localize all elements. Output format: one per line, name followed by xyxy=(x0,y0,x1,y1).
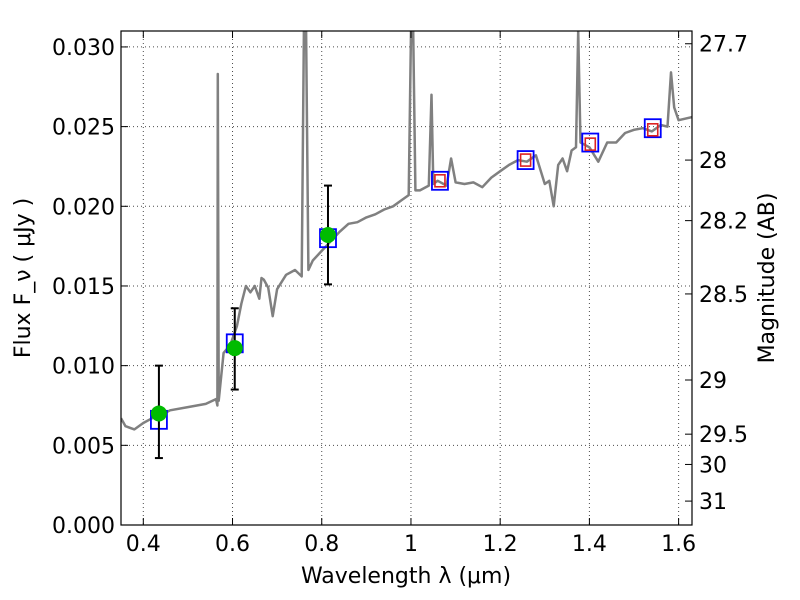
right-tick-label: 28 xyxy=(699,149,727,174)
y-tick-label: 0.015 xyxy=(52,275,115,300)
plot-frame xyxy=(120,30,693,526)
y-tick-label: 0.030 xyxy=(52,36,115,61)
photometry-markers xyxy=(150,118,662,460)
right-tick-label: 30 xyxy=(699,453,727,478)
observed-photometry-marker xyxy=(150,405,167,422)
spectrum-line xyxy=(121,31,692,431)
x-tick-label: 1.4 xyxy=(572,532,607,557)
right-tick-label: 29 xyxy=(699,369,727,394)
observed-photometry-marker xyxy=(226,340,243,357)
right-tick-label: 28.5 xyxy=(699,283,748,308)
observed-photometry-marker xyxy=(319,226,336,243)
x-tick-label: 1.6 xyxy=(661,532,696,557)
y-axis-label: Flux F_ν ( μJy ) xyxy=(11,198,36,358)
y-tick-label: 0.005 xyxy=(52,434,115,459)
y-tick-label: 0.020 xyxy=(52,195,115,220)
nir-overlay-marker xyxy=(434,173,446,188)
y-tick-label: 0.000 xyxy=(52,514,115,539)
y-tick-label: 0.010 xyxy=(52,355,115,380)
model-photometry-marker xyxy=(643,118,662,139)
x-tick-label: 0.4 xyxy=(126,532,161,557)
x-tick-label: 0.6 xyxy=(215,532,250,557)
y-tick-label: 0.025 xyxy=(52,116,115,141)
nir-overlay-marker xyxy=(519,153,532,167)
x-axis-label: Wavelength λ (μm) xyxy=(301,564,511,589)
x-tick-label: 1.2 xyxy=(483,532,518,557)
y-axis-right-label: Magnitude (AB) xyxy=(755,193,780,364)
right-tick-label: 29.5 xyxy=(699,423,748,448)
spectrum-series xyxy=(121,31,692,431)
x-tick-label: 1 xyxy=(404,532,418,557)
nir-overlay-marker xyxy=(584,137,597,151)
model-photometry-marker xyxy=(516,150,535,170)
nir-overlay-marker xyxy=(646,123,659,137)
plot-background xyxy=(121,31,692,525)
x-tick-label: 0.8 xyxy=(304,532,339,557)
axis-ticks: 0.4 0.6 0.8 1 1.2 1.4 1.6 0.000 0.005 0.010 0.015 0… xyxy=(52,31,748,557)
right-tick-label: 27.7 xyxy=(699,33,748,58)
right-tick-label: 28.2 xyxy=(699,210,748,235)
right-tick-label: 31 xyxy=(699,490,727,515)
model-photometry-marker xyxy=(431,170,449,191)
model-photometry-marker xyxy=(581,132,600,153)
